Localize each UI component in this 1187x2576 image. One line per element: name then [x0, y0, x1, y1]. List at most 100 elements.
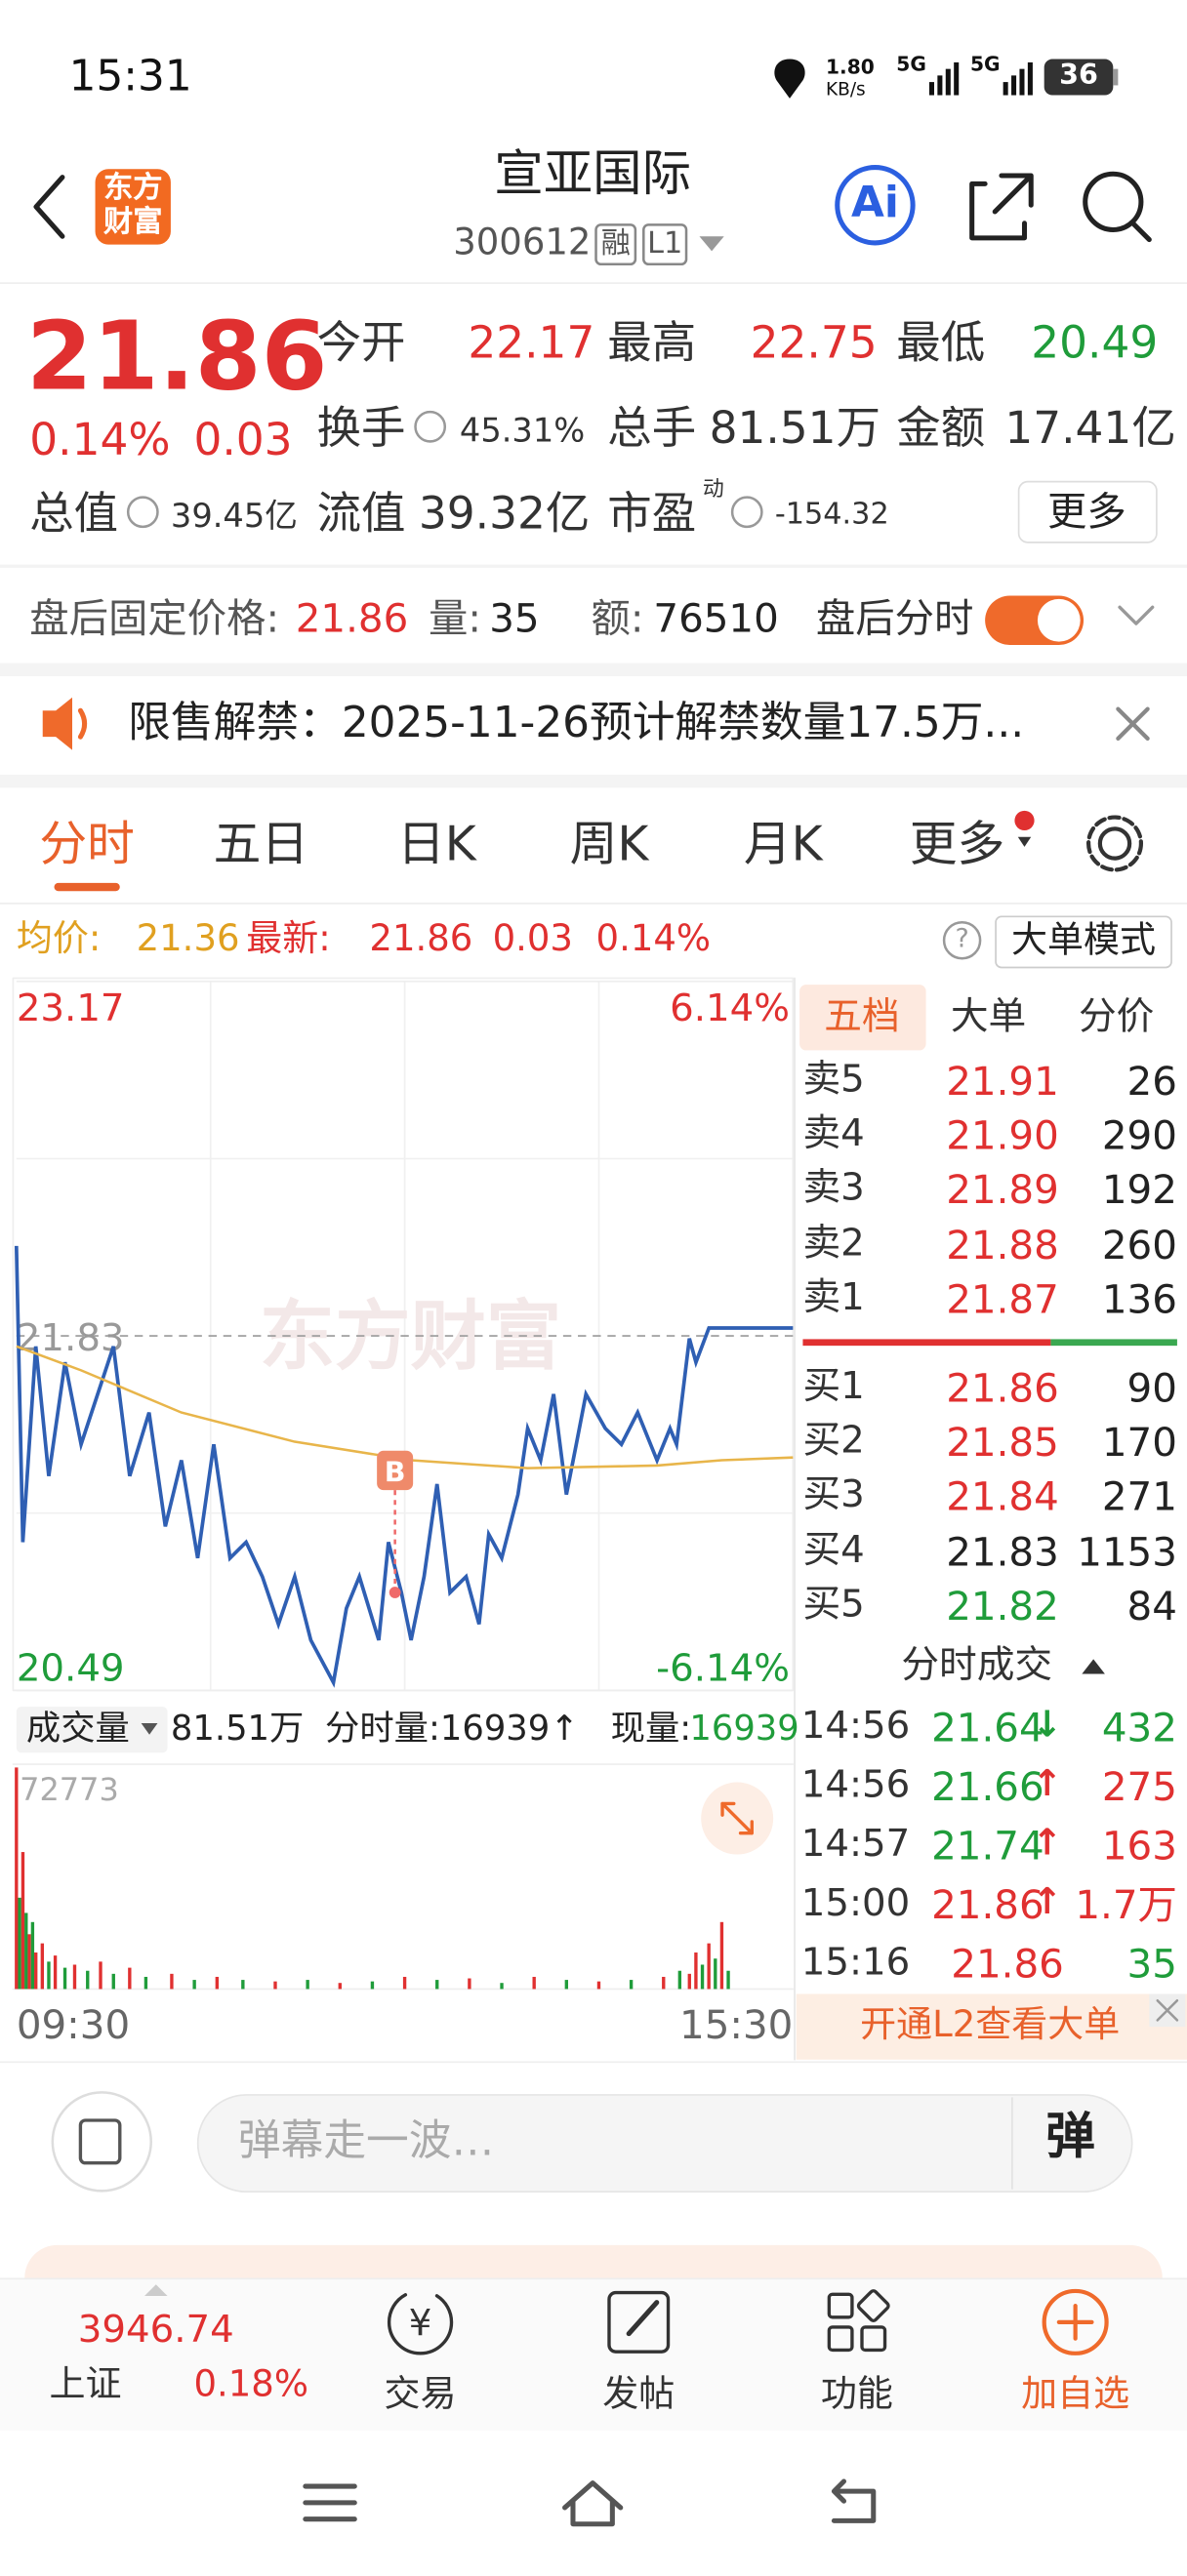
index-name: 上证	[49, 2364, 122, 2406]
toggle[interactable]	[985, 595, 1085, 645]
trade-price: 21.64	[931, 1705, 1044, 1751]
back-icon[interactable]	[33, 175, 65, 239]
nav-item[interactable]: 加自选	[1021, 2374, 1130, 2416]
tab[interactable]: 日K	[396, 815, 476, 872]
value: 21.86	[295, 595, 409, 642]
nav-item[interactable]: 交易	[384, 2374, 457, 2416]
trade-price: 21.86	[931, 1882, 1044, 1929]
tab[interactable]: 五日	[213, 815, 309, 872]
book-tab[interactable]: 分价	[1079, 995, 1155, 1039]
clock: 15:31	[68, 52, 192, 102]
quote-field: 总手	[607, 403, 697, 455]
avg: 21.36	[136, 918, 240, 960]
label: 盘后固定价格:	[29, 595, 280, 642]
quote-field: 39.32亿	[418, 489, 591, 541]
volume-bar	[34, 1952, 38, 1990]
tab[interactable]: 更多	[909, 815, 1005, 872]
ai-icon[interactable]	[835, 165, 916, 246]
book-tab[interactable]: 五档	[824, 995, 900, 1039]
book-label: 卖1	[802, 1276, 865, 1319]
trade-price: 21.86	[951, 1941, 1064, 1988]
volume-bar	[24, 1912, 28, 1990]
quote-field: 换手	[316, 403, 406, 455]
book-volume: 192	[1101, 1167, 1177, 1214]
book-price: 21.84	[946, 1473, 1059, 1521]
volume-bar	[306, 1980, 309, 1990]
trade-time: 14:57	[800, 1823, 911, 1867]
mode-label: 大单模式	[1011, 920, 1157, 962]
pct-label: 6.14%	[670, 986, 790, 1030]
volume-bar	[500, 1983, 504, 1990]
change-pct: 0.14%	[595, 918, 712, 960]
volume-bar	[15, 1767, 19, 1990]
divider	[1011, 2097, 1013, 2190]
tab[interactable]: 月K	[743, 815, 823, 872]
book-volume: 170	[1101, 1420, 1177, 1467]
battery: 36	[1059, 59, 1098, 93]
book-label: 买2	[802, 1420, 865, 1463]
volume-total: 81.51万	[170, 1708, 305, 1749]
tab[interactable]: 分时	[39, 815, 135, 872]
tab[interactable]: 周K	[569, 815, 649, 872]
volume-bar	[20, 1852, 25, 1990]
volume-bar	[27, 1934, 31, 1990]
volume-bar	[435, 1980, 439, 1990]
trade-arrow: ↑	[1032, 1764, 1063, 1806]
volume-bar	[687, 1973, 691, 1990]
book-label: 买4	[802, 1528, 865, 1572]
mode-button[interactable]	[995, 915, 1172, 969]
y-tick-label: 72773	[20, 1771, 119, 1808]
quote-field: 市盈	[607, 489, 697, 541]
book-tab[interactable]: 大单	[950, 995, 1027, 1039]
y-tick-label: 23.17	[17, 986, 125, 1030]
book-split	[1050, 1339, 1177, 1347]
volume-bar	[241, 1980, 245, 1990]
avg-label: 均价:	[16, 918, 102, 960]
quote-field: 流值	[316, 489, 406, 541]
book-split	[802, 1339, 1051, 1347]
watermark: 东方财富	[260, 1293, 561, 1381]
now-volume: 16939	[689, 1708, 799, 1749]
book-volume: 260	[1101, 1222, 1177, 1268]
nav-item[interactable]: 发帖	[602, 2374, 675, 2416]
quote-field: 最低	[896, 318, 986, 370]
danmaku-button[interactable]: 弹	[1045, 2109, 1095, 2167]
toggle-label: 盘后分时	[815, 595, 974, 642]
quote-field: 39.45亿	[170, 495, 298, 536]
volume-bar	[726, 1970, 730, 1990]
dropdown-icon	[141, 1722, 158, 1735]
volume-bar	[694, 1952, 698, 1990]
nav-item[interactable]: 功能	[820, 2374, 893, 2416]
quote-field: 今开	[316, 318, 406, 370]
price: 21.86	[25, 300, 328, 413]
volume-bar	[370, 1981, 375, 1990]
share-icon[interactable]	[969, 173, 1034, 241]
trade-arrow: ↑	[1032, 1882, 1063, 1924]
label: 额:	[591, 595, 644, 642]
volume-bar	[700, 1964, 705, 1990]
more-button[interactable]	[1017, 480, 1158, 543]
label: 量:	[428, 595, 481, 642]
trade-price: 21.66	[931, 1764, 1044, 1811]
trade-time: 14:56	[800, 1705, 911, 1749]
quote-field: 22.75	[750, 318, 878, 370]
change: 0.03	[492, 918, 573, 960]
volume-bar	[714, 1958, 717, 1990]
ai-label: Ai	[851, 179, 899, 228]
sim: 5G	[896, 52, 926, 76]
comment-input[interactable]	[196, 2094, 1133, 2194]
book-label: 卖4	[802, 1112, 865, 1156]
volume-bar	[532, 1976, 536, 1990]
search-icon[interactable]	[1083, 171, 1144, 232]
trade-volume: 1.7万	[1075, 1882, 1177, 1929]
volume-bar	[596, 1981, 601, 1990]
quote-field: 81.51万	[709, 403, 880, 455]
volume-selector[interactable]	[16, 1707, 168, 1753]
divider	[0, 774, 1187, 788]
volume-bar	[192, 1980, 196, 1990]
quote-field: 最高	[607, 318, 697, 370]
notice: 限售解禁：2025-11-26预计解禁数量17.5万...	[128, 699, 1025, 748]
volume-bar	[128, 1967, 132, 1990]
l2-banner[interactable]	[796, 1993, 1187, 2060]
quote-field: -154.32	[774, 497, 889, 532]
